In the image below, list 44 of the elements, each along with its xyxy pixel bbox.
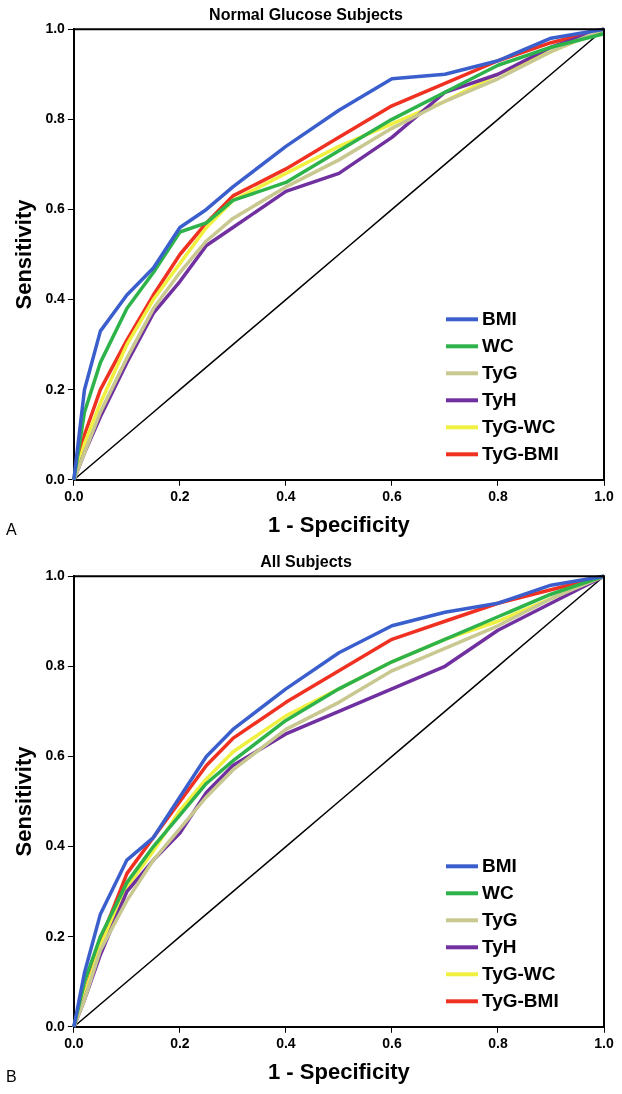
legend-label: TyG-BMI — [482, 989, 559, 1011]
legend-label: TyG-BMI — [482, 442, 559, 464]
y-tick-label: 0.8 — [45, 657, 66, 674]
legend-label: WC — [482, 881, 514, 903]
chart-title: All Subjects — [260, 553, 352, 571]
y-tick-label: 0.2 — [45, 380, 66, 397]
x-tick-label: 1.0 — [594, 1035, 614, 1052]
x-tick-label: 0.0 — [64, 488, 84, 505]
x-tick-label: 0.4 — [276, 1035, 296, 1052]
x-tick-label: 1.0 — [594, 488, 614, 505]
legend-label: TyG-WC — [482, 415, 556, 437]
y-tick-label: 0.6 — [45, 747, 66, 764]
x-axis-title: 1 - Specificity — [268, 1058, 411, 1084]
x-tick-label: 0.6 — [382, 1035, 402, 1052]
y-tick-label: 0.0 — [45, 470, 66, 487]
x-tick-label: 0.8 — [488, 488, 508, 505]
legend-label: BMI — [482, 854, 517, 876]
y-axis-title: Sensitivity — [11, 745, 37, 857]
x-axis-title: 1 - Specificity — [268, 511, 411, 537]
x-tick-label: 0.2 — [170, 1035, 190, 1052]
x-tick-label: 0.2 — [170, 488, 190, 505]
y-tick-label: 0.0 — [45, 1017, 66, 1034]
y-tick-label: 0.8 — [45, 110, 66, 127]
legend-label: TyG — [482, 361, 518, 383]
x-tick-label: 0.0 — [64, 1035, 84, 1052]
chart-title: Normal Glucose Subjects — [209, 6, 404, 24]
text: B — [6, 1068, 17, 1086]
legend-label: TyH — [482, 935, 517, 957]
x-tick-label: 0.4 — [276, 488, 296, 505]
y-tick-label: 0.6 — [45, 200, 66, 217]
y-tick-label: 0.4 — [45, 290, 66, 307]
y-tick-label: 0.4 — [45, 837, 66, 854]
legend-label: WC — [482, 334, 514, 356]
x-tick-label: 0.8 — [488, 1035, 508, 1052]
legend-label: TyG-WC — [482, 962, 556, 984]
y-tick-label: 1.0 — [45, 567, 66, 584]
text: A — [6, 521, 17, 539]
legend-label: TyH — [482, 388, 517, 410]
x-tick-label: 0.6 — [382, 488, 402, 505]
y-tick-label: 0.2 — [45, 927, 66, 944]
legend-label: TyG — [482, 908, 518, 930]
legend-label: BMI — [482, 307, 517, 329]
y-tick-label: 1.0 — [45, 20, 66, 37]
y-axis-title: Sensitivity — [11, 198, 37, 310]
